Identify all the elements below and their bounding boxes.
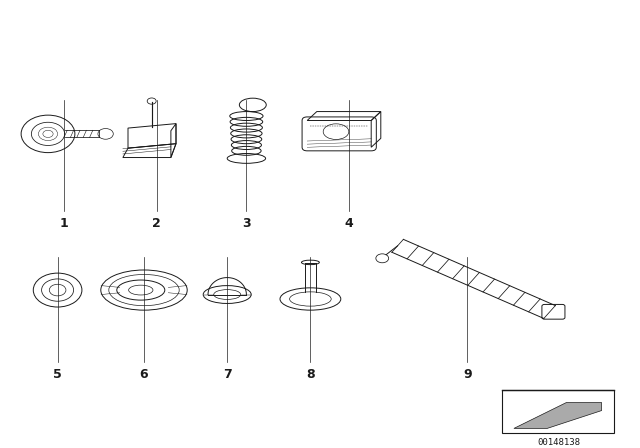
Text: 8: 8 [306, 368, 315, 381]
Bar [502, 391, 614, 433]
Polygon shape [514, 402, 602, 428]
Text: 9: 9 [463, 368, 472, 381]
Text: 4: 4 [344, 217, 353, 230]
Text: 00148138: 00148138 [537, 438, 580, 447]
Text: 5: 5 [53, 368, 62, 381]
Text: 2: 2 [152, 217, 161, 230]
Text: 3: 3 [242, 217, 251, 230]
Text: 7: 7 [223, 368, 232, 381]
Text: 6: 6 [140, 368, 148, 381]
Text: 1: 1 [60, 217, 68, 230]
